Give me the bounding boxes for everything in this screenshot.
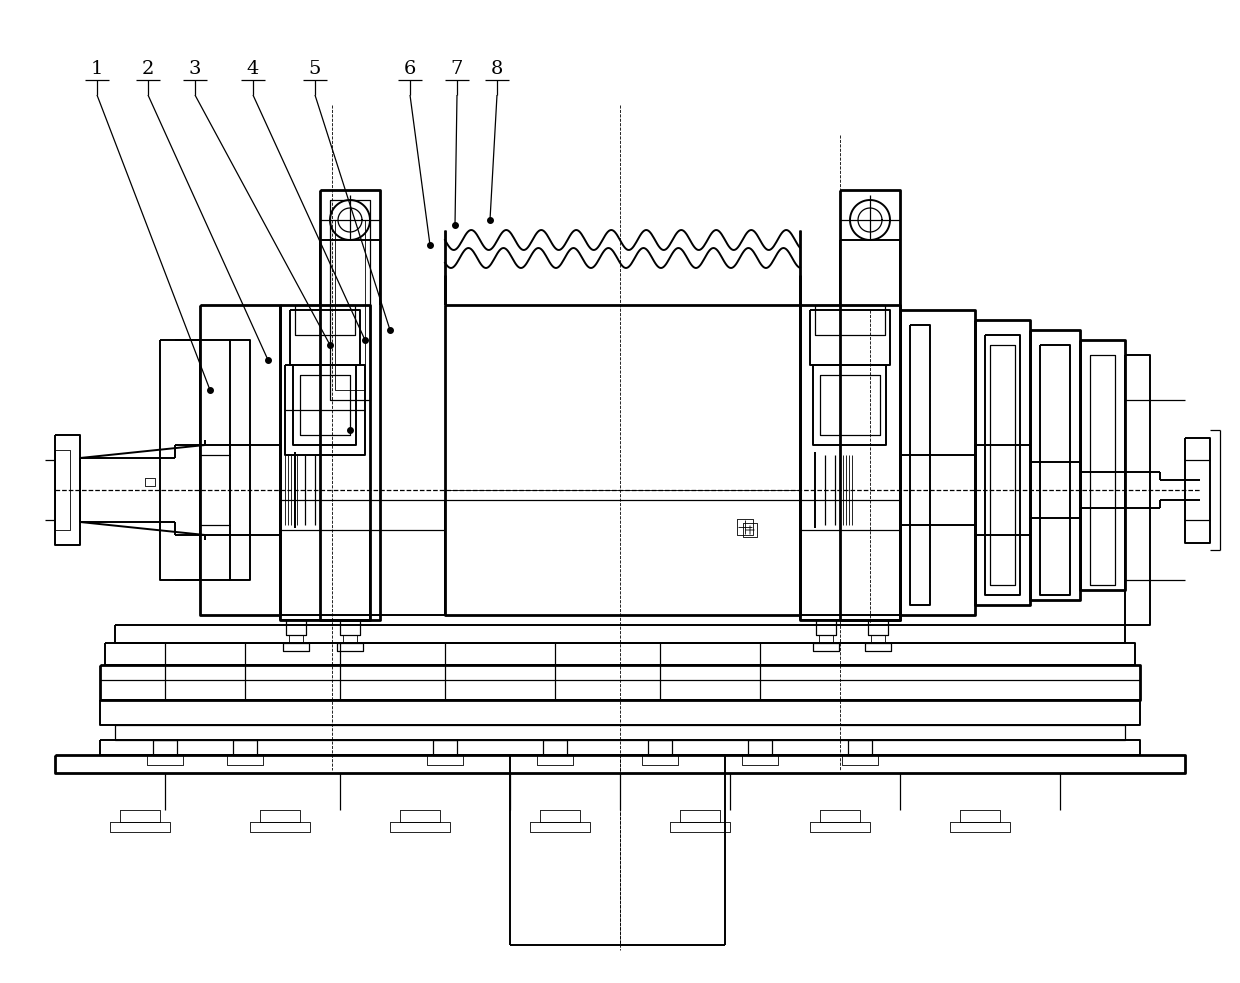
Text: 1: 1	[91, 60, 103, 78]
Text: 3: 3	[188, 60, 201, 78]
Text: 4: 4	[247, 60, 259, 78]
Text: 8: 8	[491, 60, 503, 78]
Text: 5: 5	[309, 60, 321, 78]
Text: 7: 7	[451, 60, 464, 78]
Text: 2: 2	[141, 60, 154, 78]
Text: 6: 6	[404, 60, 417, 78]
